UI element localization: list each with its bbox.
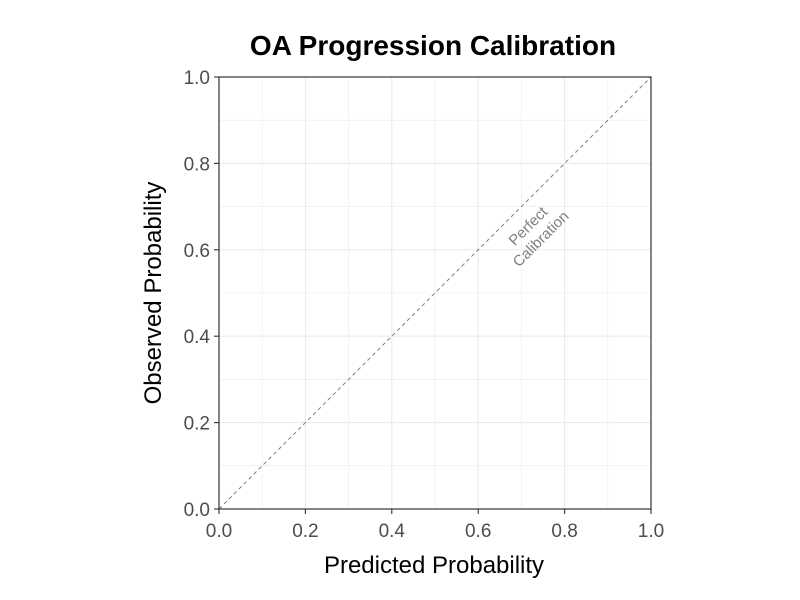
x-tick-label: 1.0 — [638, 521, 664, 542]
perfect-calibration-line — [218, 76, 652, 510]
y-tick-label: 0.2 — [184, 414, 210, 435]
chart-title: OA Progression Calibration — [250, 30, 616, 61]
axes — [214, 76, 652, 514]
reference-line-group — [218, 76, 652, 510]
y-tick-label: 0.8 — [184, 154, 210, 175]
y-tick-label: 1.0 — [184, 68, 210, 89]
y-tick-label: 0.6 — [184, 241, 210, 262]
y-axis-title: Observed Probability — [140, 182, 167, 405]
x-tick-label: 0.0 — [206, 521, 232, 542]
y-tick-label: 0.0 — [184, 500, 210, 521]
x-tick-label: 0.4 — [379, 521, 406, 542]
x-tick-labels: 0.0 0.2 0.4 0.6 0.8 1.0 — [206, 521, 664, 542]
x-tick-label: 0.2 — [292, 521, 318, 542]
x-axis-title: Predicted Probability — [324, 552, 544, 579]
x-tick-label: 0.6 — [465, 521, 491, 542]
y-tick-labels: 0.0 0.2 0.4 0.6 0.8 1.0 — [184, 68, 211, 521]
x-tick-label: 0.8 — [551, 521, 577, 542]
y-tick-label: 0.4 — [184, 327, 211, 348]
panel-border — [218, 76, 652, 510]
